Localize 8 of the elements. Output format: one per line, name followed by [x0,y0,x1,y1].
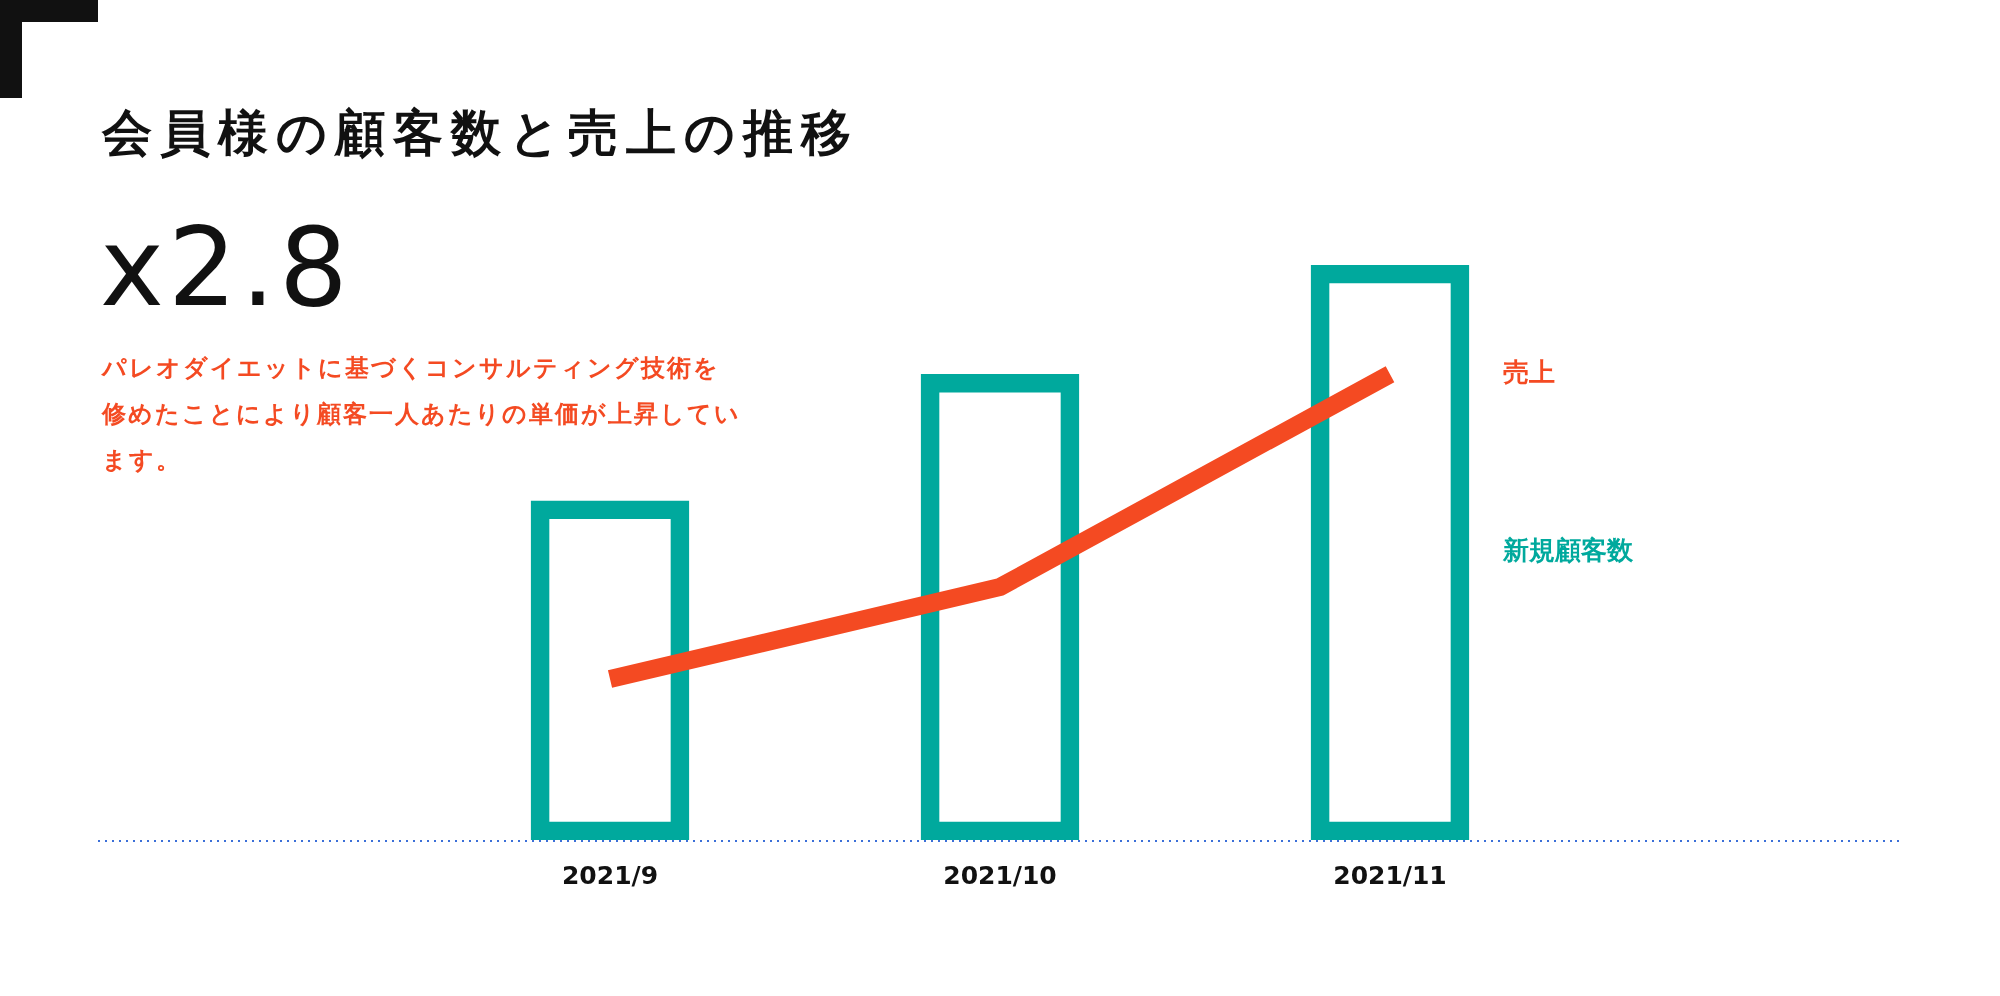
x-tick-label: 2021/9 [561,860,659,890]
text: 売上 [1503,357,1555,387]
series-label: 新規顧客数 [1502,535,1634,566]
chart-title: 会員様の顧客数と売上の推移 [102,103,859,164]
x-tick-label: 2021/10 [943,860,1057,890]
chart-subtitle: x2.8 [100,205,352,330]
annotation: パレオダイエットに基づくコンサルティング技術を修めたことにより顧客一人あたりの単価が上昇しています。 [102,353,742,476]
x-tick-label: 2021/11 [1333,860,1447,890]
